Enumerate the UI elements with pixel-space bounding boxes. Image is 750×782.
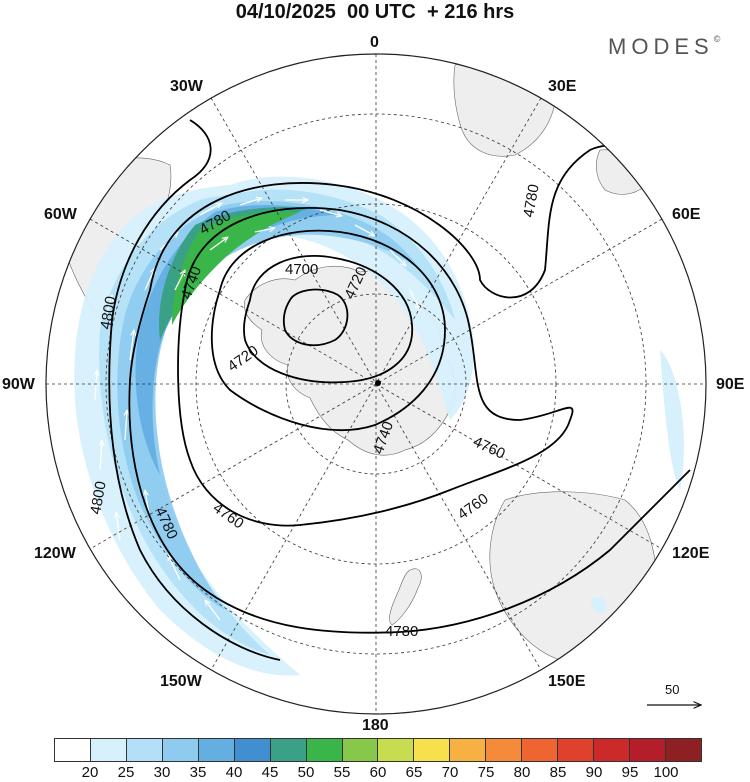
legend-swatch: [126, 739, 163, 761]
brand-logo: MODES©: [608, 34, 720, 60]
lon-label-60e: 60E: [672, 206, 701, 223]
wind-shading: [74, 176, 684, 676]
jet-band-inner: [117, 201, 420, 610]
legend-swatch: [558, 739, 595, 761]
legend-swatch: [270, 739, 307, 761]
legend-swatch: [198, 739, 235, 761]
legend-tick-label: 30: [153, 764, 171, 781]
map-body: [46, 54, 706, 714]
legend-swatch: [414, 739, 451, 761]
lon-label-180: 180: [362, 717, 389, 734]
contour-label: 4700: [285, 261, 318, 278]
lon-label-0: 0: [370, 34, 379, 51]
lon-label-120e: 120E: [672, 545, 710, 562]
contour-4700: [282, 288, 349, 347]
legend-tick-label: 75: [477, 764, 495, 781]
height-contours: [108, 119, 691, 661]
legend-tick-label: 35: [189, 764, 207, 781]
contour-4780: [128, 139, 691, 634]
lon-label-150w: 150W: [160, 673, 202, 690]
legend-swatch: [378, 739, 415, 761]
legend-tick-label: 40: [225, 764, 243, 781]
legend-tick-label: 25: [117, 764, 135, 781]
east-blob: [660, 350, 684, 490]
south-pole-dot: [375, 380, 381, 386]
lon-label-90e: 90E: [716, 376, 745, 393]
legend-tick-label: 45: [261, 764, 279, 781]
legend-tick-label: 100: [653, 764, 679, 781]
reference-vector-label: 50: [665, 682, 680, 697]
contour-4740: [210, 229, 446, 431]
map-title: 04/10/2025 00 UTC + 216 hrs: [235, 1, 515, 23]
legend-swatch: [162, 739, 199, 761]
lon-label-60w: 60W: [44, 206, 77, 223]
map-border: [45, 53, 707, 715]
lon-label-120w: 120W: [34, 545, 76, 562]
lon-label-30e: 30E: [548, 78, 577, 95]
polar-map: 4700 4720 4720 4740 4740 4760 4760 4760 …: [45, 53, 707, 715]
legend-swatch: [522, 739, 559, 761]
legend-tick-label: 85: [549, 764, 567, 781]
legend-swatch: [486, 739, 523, 761]
legend-swatch: [342, 739, 379, 761]
contour-4760: [177, 206, 574, 527]
contour-4720: [243, 255, 413, 384]
new-zealand: [389, 568, 422, 626]
legend-swatch: [594, 739, 630, 761]
legend-tick-label: 50: [297, 764, 315, 781]
contour-label: 4800: [87, 480, 110, 516]
legend-tick-label: 95: [621, 764, 639, 781]
legend-tick-label: 70: [441, 764, 459, 781]
legend-swatch: [90, 739, 127, 761]
legend-swatch: [55, 739, 91, 761]
legend-tick-label: 20: [81, 764, 99, 781]
legend-tick-label: 90: [585, 764, 603, 781]
contour-label: 4780: [520, 183, 543, 219]
legend-ticks: 20 25 30 35 40 45 50 55 60 65 70 75 80 85 90 95 100: [54, 764, 702, 782]
reference-vector-arrow: [647, 683, 705, 719]
contour-4780b: [129, 289, 151, 381]
legend-swatch: [234, 739, 271, 761]
legend-swatch: [630, 739, 666, 761]
legend-tick-label: 55: [333, 764, 351, 781]
legend-tick-label: 80: [513, 764, 531, 781]
contour-label: 4800: [97, 295, 120, 331]
legend-tick-label: 60: [369, 764, 387, 781]
legend-swatch: [306, 739, 343, 761]
jet-max-50: [172, 211, 300, 325]
australia-blob: [590, 596, 607, 613]
contour-label: 4780: [385, 623, 418, 640]
brand-text: MODES: [608, 34, 714, 59]
legend-swatch: [450, 739, 487, 761]
legend-swatch: [665, 739, 701, 761]
lon-label-150e: 150E: [548, 673, 586, 690]
copyright-mark: ©: [713, 34, 721, 44]
legend-tick-label: 65: [405, 764, 423, 781]
lon-label-90w: 90W: [2, 376, 35, 393]
color-legend: [54, 738, 702, 762]
contour-4800: [108, 119, 281, 661]
lon-label-30w: 30W: [170, 78, 203, 95]
